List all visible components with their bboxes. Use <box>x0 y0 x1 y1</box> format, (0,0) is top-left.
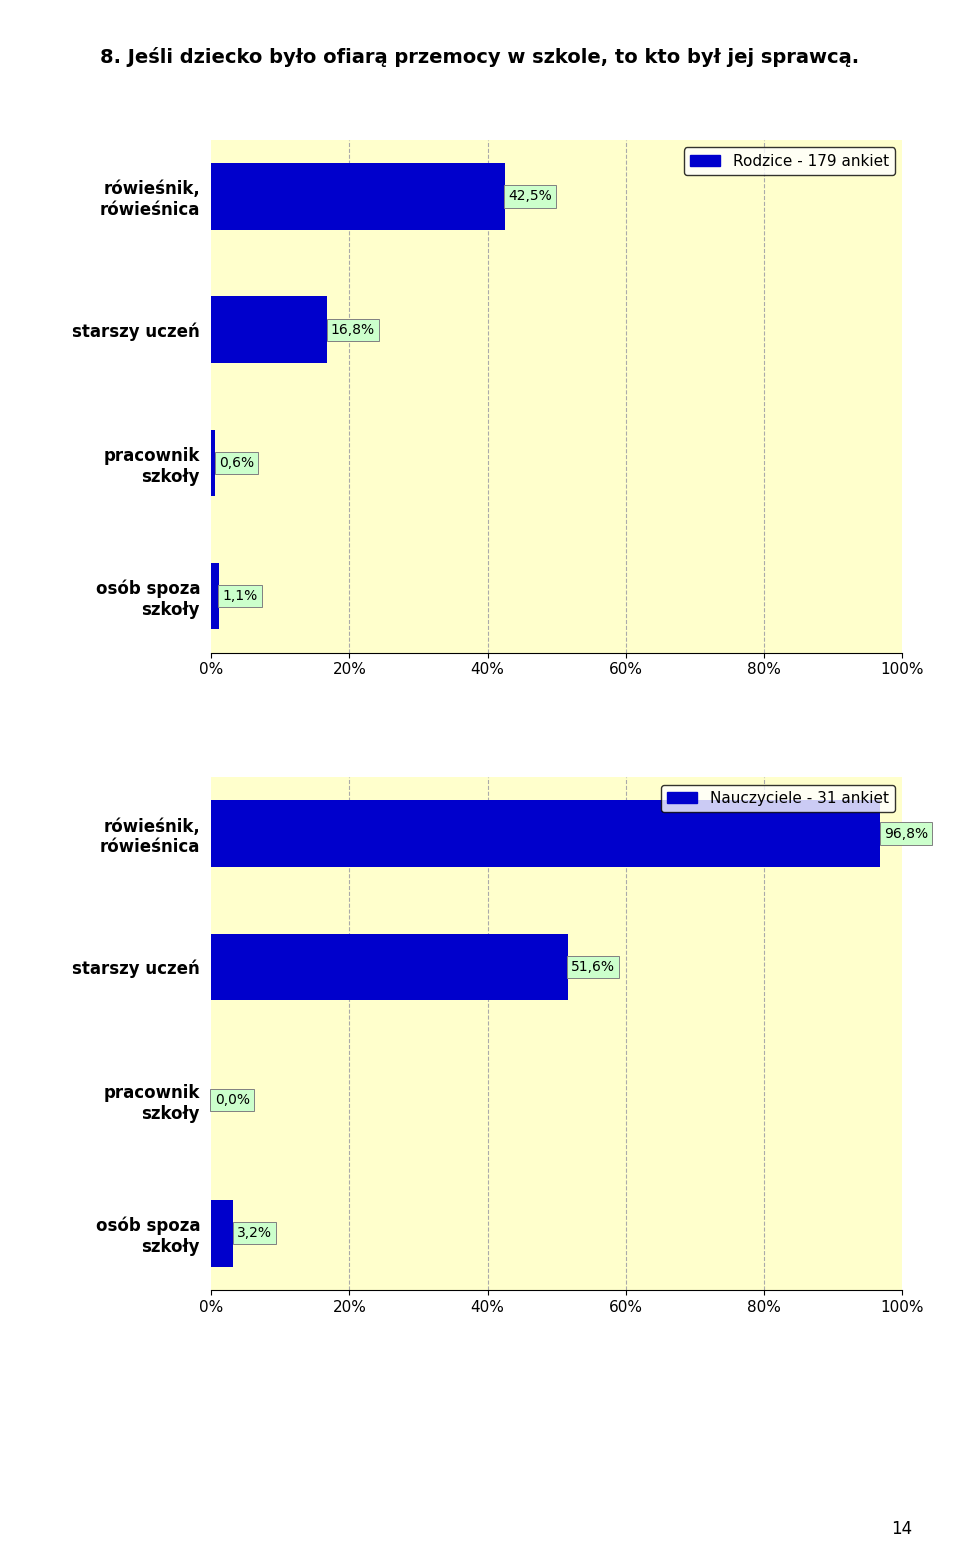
Text: 14: 14 <box>891 1520 912 1538</box>
Bar <box>211 429 215 496</box>
Bar <box>211 1200 233 1267</box>
Text: 8. Jeśli dziecko było ofiarą przemocy w szkole, to kto był jej sprawcą.: 8. Jeśli dziecko było ofiarą przemocy w … <box>101 47 859 67</box>
Legend: Nauczyciele - 31 ankiet: Nauczyciele - 31 ankiet <box>660 785 895 811</box>
Bar <box>211 800 880 867</box>
Text: 96,8%: 96,8% <box>884 827 928 841</box>
Text: 0,0%: 0,0% <box>215 1092 250 1106</box>
Bar <box>211 934 568 1001</box>
Bar <box>211 563 219 629</box>
Text: 42,5%: 42,5% <box>509 190 552 204</box>
Bar <box>211 163 505 230</box>
Text: 0,6%: 0,6% <box>219 455 254 469</box>
Text: 1,1%: 1,1% <box>223 589 257 603</box>
Text: 16,8%: 16,8% <box>331 323 375 337</box>
Legend: Rodzice - 179 ankiet: Rodzice - 179 ankiet <box>684 148 895 174</box>
Bar <box>211 297 327 364</box>
Text: 51,6%: 51,6% <box>571 960 615 974</box>
Text: 3,2%: 3,2% <box>237 1226 272 1240</box>
